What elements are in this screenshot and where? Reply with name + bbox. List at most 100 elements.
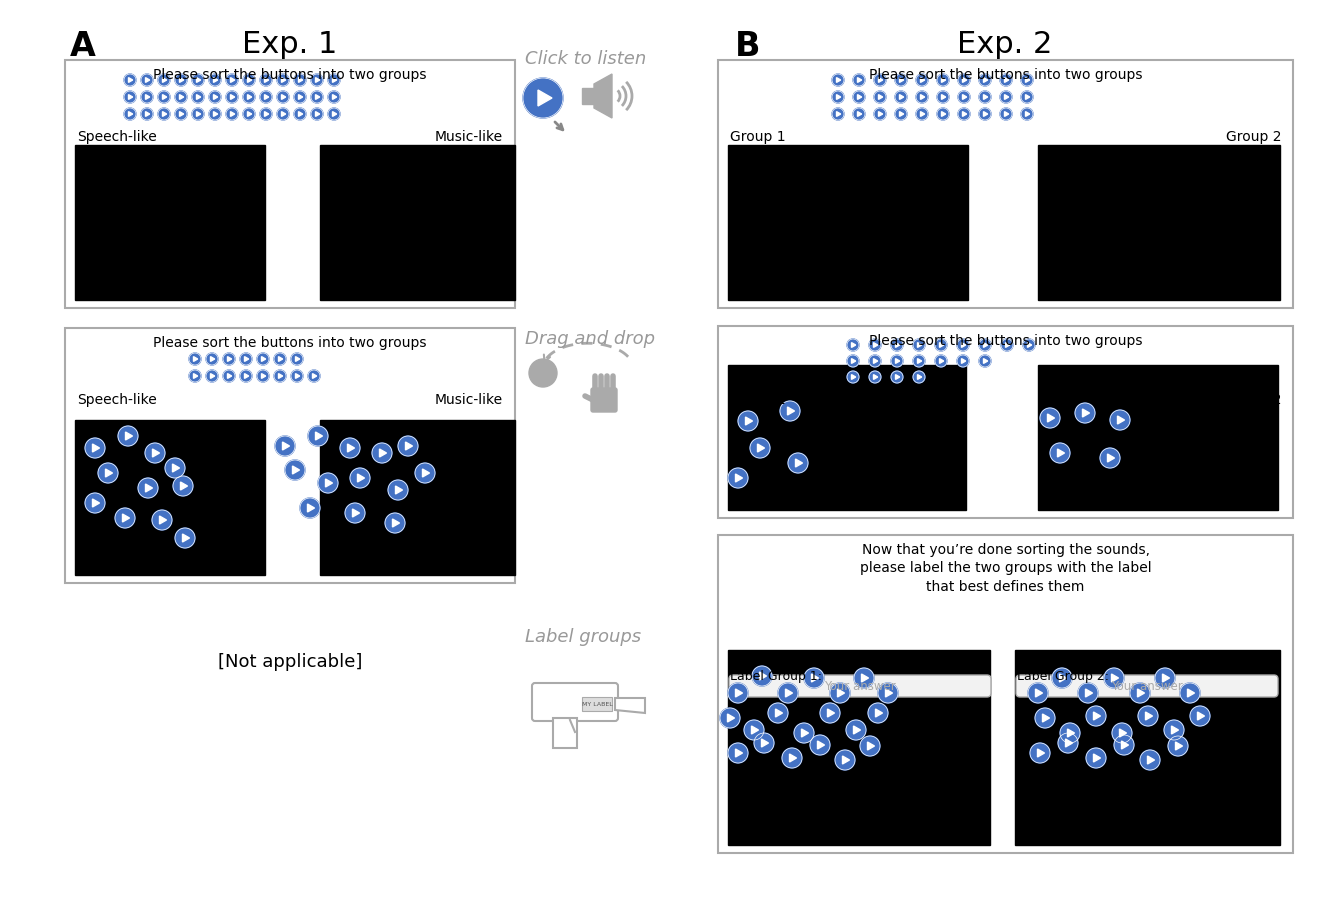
Circle shape [125, 91, 137, 103]
Circle shape [260, 108, 272, 120]
Circle shape [869, 371, 880, 383]
Polygon shape [126, 432, 133, 440]
Polygon shape [920, 94, 924, 99]
Circle shape [957, 91, 971, 103]
Circle shape [1180, 683, 1200, 703]
Polygon shape [211, 373, 215, 379]
Polygon shape [1147, 756, 1155, 764]
Circle shape [914, 371, 926, 383]
Polygon shape [1118, 416, 1124, 424]
Circle shape [874, 108, 886, 120]
Circle shape [1114, 735, 1134, 755]
Circle shape [752, 666, 772, 686]
Circle shape [728, 743, 748, 763]
Circle shape [804, 668, 823, 688]
Polygon shape [789, 754, 797, 762]
Polygon shape [538, 90, 552, 106]
Polygon shape [93, 499, 99, 507]
Circle shape [210, 108, 221, 120]
Polygon shape [984, 94, 988, 99]
Polygon shape [196, 94, 200, 99]
Circle shape [847, 371, 859, 383]
Polygon shape [172, 464, 179, 472]
Polygon shape [1036, 689, 1042, 697]
Circle shape [138, 478, 158, 498]
Polygon shape [1005, 112, 1009, 116]
Polygon shape [179, 94, 184, 99]
Polygon shape [316, 432, 322, 440]
Circle shape [240, 353, 252, 365]
Circle shape [257, 370, 269, 382]
Polygon shape [1005, 94, 1009, 99]
Polygon shape [1059, 674, 1066, 682]
Bar [1014, 650, 1280, 845]
Circle shape [206, 370, 217, 382]
Polygon shape [858, 94, 862, 99]
Bar [76, 145, 265, 300]
Polygon shape [231, 112, 235, 116]
Circle shape [312, 74, 324, 86]
Text: Label groups: Label groups [525, 628, 642, 646]
Circle shape [145, 443, 164, 463]
Circle shape [175, 108, 187, 120]
Polygon shape [837, 77, 841, 83]
Circle shape [1168, 736, 1188, 756]
FancyBboxPatch shape [717, 326, 1293, 518]
Polygon shape [180, 482, 187, 490]
Polygon shape [163, 94, 167, 99]
Polygon shape [879, 112, 883, 116]
Circle shape [869, 703, 888, 723]
Polygon shape [961, 359, 965, 363]
Circle shape [847, 339, 859, 351]
Circle shape [85, 438, 105, 458]
Polygon shape [761, 739, 769, 747]
Circle shape [1078, 683, 1098, 703]
Circle shape [916, 91, 928, 103]
Circle shape [891, 355, 903, 367]
Polygon shape [760, 672, 766, 680]
Polygon shape [728, 714, 735, 722]
Circle shape [98, 463, 118, 483]
Circle shape [869, 355, 880, 367]
Circle shape [389, 480, 408, 500]
Polygon shape [854, 726, 861, 734]
Circle shape [318, 473, 338, 493]
Polygon shape [1086, 689, 1093, 697]
Polygon shape [920, 77, 924, 83]
Polygon shape [423, 469, 430, 477]
Bar [1038, 365, 1278, 510]
Circle shape [1059, 723, 1079, 743]
Polygon shape [963, 94, 967, 99]
Polygon shape [122, 514, 130, 522]
Polygon shape [316, 112, 320, 116]
Text: Group 1: Group 1 [731, 393, 785, 407]
Circle shape [192, 108, 204, 120]
Polygon shape [379, 449, 386, 457]
Polygon shape [875, 709, 883, 717]
Polygon shape [353, 509, 359, 517]
Circle shape [345, 503, 365, 523]
Circle shape [935, 355, 947, 367]
Circle shape [118, 426, 138, 446]
Circle shape [847, 355, 859, 367]
FancyBboxPatch shape [582, 88, 594, 104]
Polygon shape [1094, 754, 1101, 762]
Polygon shape [248, 94, 252, 99]
Circle shape [1000, 74, 1012, 86]
Polygon shape [940, 359, 944, 363]
Polygon shape [296, 373, 300, 379]
Circle shape [937, 91, 949, 103]
Text: Drag and drop: Drag and drop [525, 330, 655, 348]
Polygon shape [1107, 454, 1114, 462]
Polygon shape [1163, 674, 1170, 682]
Polygon shape [752, 726, 758, 734]
Polygon shape [818, 741, 825, 749]
Circle shape [937, 74, 949, 86]
Circle shape [225, 108, 237, 120]
Polygon shape [179, 77, 184, 83]
Circle shape [522, 78, 564, 118]
Polygon shape [1005, 77, 1009, 83]
Circle shape [192, 91, 204, 103]
Circle shape [853, 74, 865, 86]
Circle shape [1140, 750, 1160, 770]
